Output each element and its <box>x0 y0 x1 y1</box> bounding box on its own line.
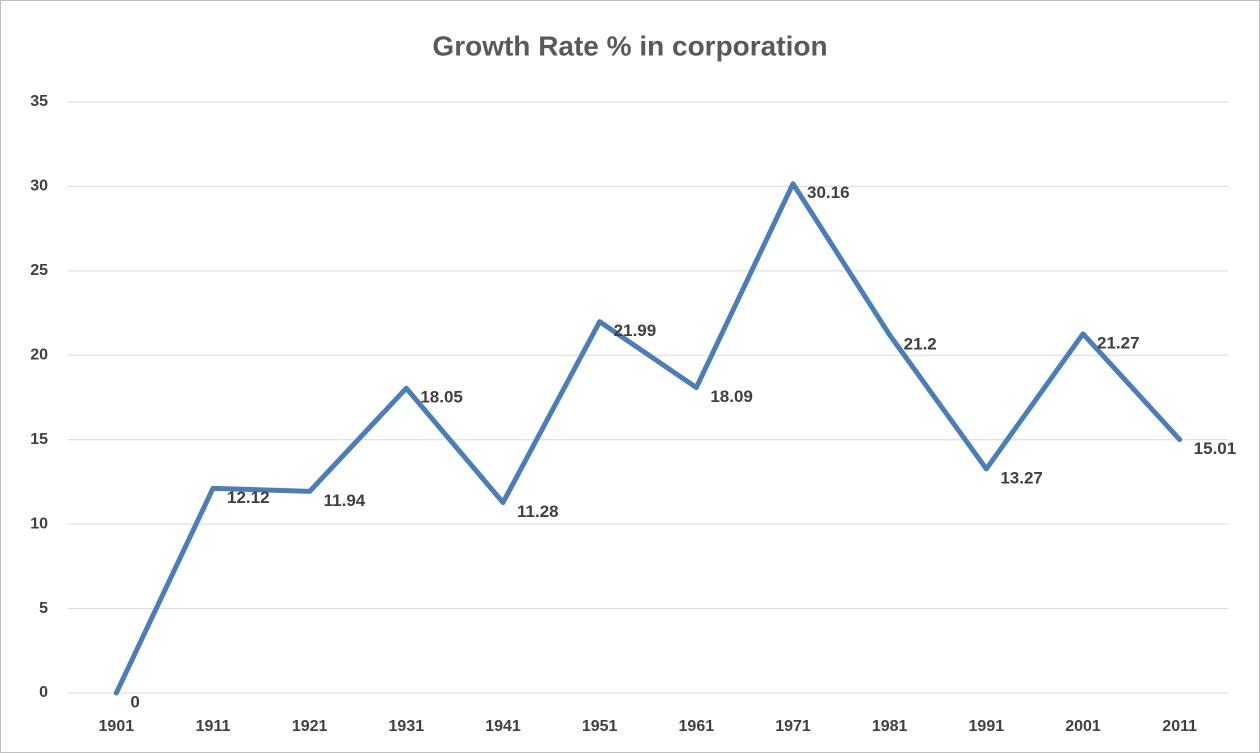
data-label: 11.94 <box>324 491 366 510</box>
chart-title: Growth Rate % in corporation <box>432 30 827 61</box>
y-tick-label: 35 <box>30 93 48 110</box>
y-tick-label: 15 <box>30 431 48 448</box>
x-tick-label: 2011 <box>1162 718 1197 735</box>
y-tick-label: 5 <box>39 600 48 617</box>
data-label: 21.2 <box>904 335 937 354</box>
data-label: 21.27 <box>1097 333 1140 352</box>
x-tick-label: 1911 <box>196 718 231 735</box>
x-tick-label: 1901 <box>99 718 135 735</box>
data-label: 30.16 <box>807 183 850 202</box>
x-tick-label: 1931 <box>389 718 425 735</box>
data-label: 21.99 <box>614 321 657 340</box>
y-tick-label: 30 <box>30 178 48 195</box>
data-label: 15.01 <box>1194 439 1237 458</box>
y-tick-label: 20 <box>30 347 48 364</box>
y-tick-label: 0 <box>39 684 48 701</box>
data-label: 18.09 <box>710 387 753 406</box>
data-label: 13.27 <box>1000 468 1043 487</box>
x-tick-label: 1951 <box>582 718 618 735</box>
y-tick-label: 10 <box>30 515 48 532</box>
x-tick-label: 1961 <box>679 718 715 735</box>
data-label: 18.05 <box>420 388 463 407</box>
x-tick-label: 1981 <box>872 718 908 735</box>
x-tick-label: 1991 <box>969 718 1005 735</box>
x-tick-label: 1971 <box>775 718 811 735</box>
data-label: 12.12 <box>227 488 270 507</box>
x-tick-label: 1921 <box>292 718 328 735</box>
x-tick-label: 1941 <box>485 718 521 735</box>
y-tick-label: 25 <box>30 262 48 279</box>
data-label: 0 <box>130 692 139 711</box>
x-tick-label: 2001 <box>1065 718 1101 735</box>
data-line <box>113 181 1183 696</box>
data-label: 11.28 <box>517 502 559 521</box>
